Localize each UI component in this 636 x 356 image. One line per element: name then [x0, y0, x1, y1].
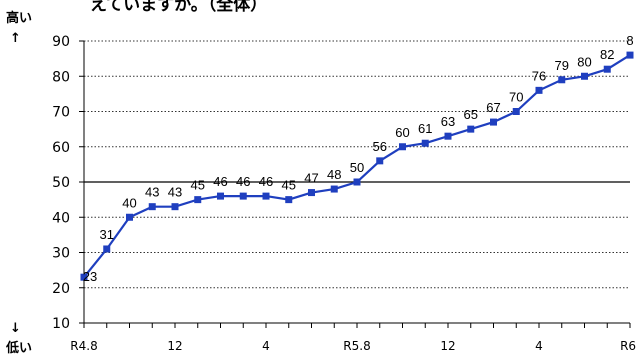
- x-tick-label-5: 4: [535, 339, 543, 353]
- data-label-5: 45: [191, 178, 205, 193]
- data-label-11: 48: [327, 167, 341, 182]
- x-tick-label-0: R4.8: [70, 339, 97, 353]
- data-label-6: 46: [213, 174, 227, 189]
- data-label-7: 46: [236, 174, 250, 189]
- data-label-18: 67: [486, 100, 500, 115]
- data-point-16: [445, 133, 452, 140]
- data-label-14: 60: [395, 125, 409, 140]
- data-point-14: [399, 143, 406, 150]
- data-label-12: 50: [350, 160, 364, 175]
- chart-title: えていますか。（全体）: [90, 0, 267, 15]
- plot-area: 23 31 40 43 43 45 46 46 46 45 47 48 50 56 60 61 63 65 67 70…: [81, 33, 634, 284]
- y-tick-label-20: 20: [52, 281, 70, 297]
- data-point-6: [217, 193, 224, 200]
- data-label-2: 40: [122, 195, 136, 210]
- data-point-5: [194, 196, 201, 203]
- data-point-22: [581, 73, 588, 80]
- data-label-16: 63: [441, 114, 455, 129]
- y-top-label: 高い: [6, 10, 32, 26]
- data-point-24: [627, 52, 634, 59]
- y-tick-label-40: 40: [52, 210, 70, 226]
- y-bottom-arrow: ↓: [10, 321, 21, 336]
- data-label-15: 61: [418, 121, 432, 136]
- x-tick-label-2: 4: [262, 339, 270, 353]
- data-label-23: 82: [600, 47, 614, 62]
- data-label-17: 65: [464, 107, 478, 122]
- y-tick-label-50: 50: [52, 175, 70, 191]
- data-point-1: [103, 245, 110, 252]
- data-point-21: [558, 76, 565, 83]
- data-label-19: 70: [509, 90, 523, 105]
- x-tick-label-6: R6.: [620, 339, 636, 353]
- data-point-15: [422, 140, 429, 147]
- data-point-20: [536, 87, 543, 94]
- data-point-23: [604, 66, 611, 73]
- data-label-9: 45: [282, 178, 296, 193]
- data-point-4: [172, 203, 179, 210]
- data-label-24: 8: [626, 33, 633, 48]
- data-label-1: 31: [100, 227, 114, 242]
- data-label-0: 23: [83, 269, 97, 284]
- data-label-21: 79: [555, 58, 569, 73]
- y-tick-label-30: 30: [52, 246, 70, 262]
- data-point-13: [376, 157, 383, 164]
- data-point-10: [308, 189, 315, 196]
- data-point-17: [467, 126, 474, 133]
- data-label-13: 56: [373, 139, 387, 154]
- data-point-9: [285, 196, 292, 203]
- data-point-11: [331, 186, 338, 193]
- y-tick-label-80: 80: [52, 69, 70, 85]
- data-point-2: [126, 214, 133, 221]
- data-point-12: [354, 179, 361, 186]
- data-label-10: 47: [304, 171, 318, 186]
- y-bottom-label: 低い: [5, 340, 32, 356]
- data-label-22: 80: [577, 54, 591, 69]
- y-top-arrow: ↑: [10, 31, 21, 46]
- data-label-3: 43: [145, 185, 159, 200]
- y-tick-label-60: 60: [52, 140, 70, 156]
- data-point-7: [240, 193, 247, 200]
- x-tick-label-1: 12: [167, 339, 182, 353]
- data-label-20: 76: [532, 68, 546, 83]
- x-tick-label-4: 12: [440, 339, 455, 353]
- y-axis-ticks: 10 20 30 40 50 60 70 80 90: [52, 34, 70, 332]
- data-point-18: [490, 119, 497, 126]
- y-tick-label-10: 10: [52, 316, 70, 332]
- x-tick-label-3: R5.8: [343, 339, 370, 353]
- x-axis-ticks: R4.8 12 4 R5.8 12 4 R6.: [70, 339, 636, 353]
- data-point-8: [263, 193, 270, 200]
- data-point-3: [149, 203, 156, 210]
- y-tick-label-70: 70: [52, 105, 70, 121]
- data-label-8: 46: [259, 174, 273, 189]
- data-point-19: [513, 108, 520, 115]
- data-label-4: 43: [168, 185, 182, 200]
- y-tick-label-90: 90: [52, 34, 70, 50]
